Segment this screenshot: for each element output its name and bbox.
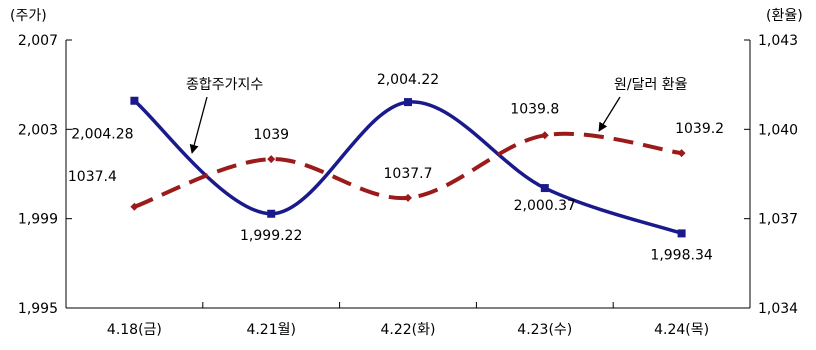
exchange-rate-point: [677, 149, 686, 158]
right-tick-label: 1,037: [758, 212, 798, 228]
stock-index-point: [677, 229, 686, 238]
stock-index-data-label: 2,000.37: [514, 198, 576, 214]
exchange-rate-point: [540, 131, 549, 140]
right-tick-label: 1,034: [758, 301, 798, 317]
exchange-rate-data-label: 1037.4: [68, 169, 117, 185]
marker-layer: [130, 96, 686, 238]
stock-index-annotation-arrow: [189, 96, 208, 154]
stock-index-data-label: 1,999.22: [240, 228, 302, 244]
right-tick-label: 1,040: [758, 122, 798, 138]
exchange-rate-data-label: 1039: [253, 127, 289, 143]
stock-index-data-label: 2,004.28: [71, 127, 133, 143]
x-tick-label: 4.22(화): [381, 322, 436, 338]
left-tick-label: 2,003: [18, 122, 58, 138]
left-tick-label: 1,995: [18, 301, 58, 317]
left-axis-ticks: 2,007 2,003 1,999 1,995: [18, 33, 72, 317]
stock-index-point: [267, 209, 276, 218]
series-annotation-exchange-rate: 원/달러 환율: [614, 77, 688, 93]
x-tick-label: 4.18(금): [107, 322, 162, 338]
left-tick-label: 1,999: [18, 212, 58, 228]
stock-index-point: [130, 96, 139, 105]
right-axis-ticks: 1,043 1,040 1,037 1,034: [744, 33, 798, 317]
series-annotation-stock-index: 종합주가지수: [186, 77, 263, 93]
left-tick-label: 2,007: [18, 33, 58, 49]
data-label-layer: 2,004.28 1,999.22 2,004.22 2,000.37 1,998.34…: [68, 72, 724, 263]
exchange-rate-data-label: 1039.8: [510, 101, 559, 117]
x-axis-ticks: 4.18(금) 4.21월) 4.22(화) 4.23(수) 4.24(목): [107, 302, 709, 338]
right-axis-unit-label: (환율): [766, 8, 803, 24]
left-axis-unit-label: (주가): [10, 8, 47, 24]
stock-index-point: [404, 98, 412, 107]
exchange-rate-point: [267, 155, 276, 164]
exchange-rate-annotation-arrow: [598, 96, 621, 132]
exchange-rate-point: [404, 193, 412, 202]
stock-index-data-label: 2,004.22: [377, 72, 439, 88]
right-tick-label: 1,043: [758, 33, 798, 49]
exchange-rate-data-label: 1039.2: [675, 121, 724, 137]
x-tick-label: 4.21월): [246, 322, 296, 338]
exchange-rate-data-label: 1037.7: [384, 166, 433, 182]
exchange-rate-point: [130, 202, 139, 211]
stock-index-data-label: 1,998.34: [650, 247, 712, 263]
x-tick-label: 4.23(수): [517, 322, 572, 338]
stock-index-point: [540, 184, 549, 193]
x-tick-label: 4.24(목): [654, 322, 709, 338]
